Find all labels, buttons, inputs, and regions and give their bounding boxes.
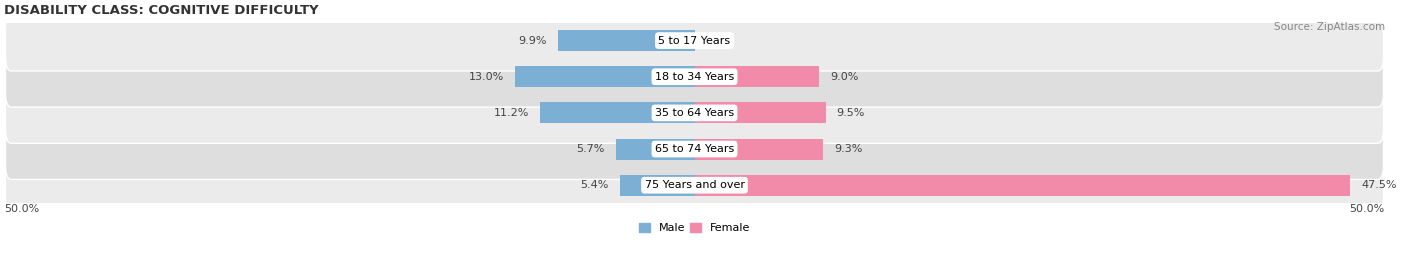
FancyBboxPatch shape (6, 119, 1384, 179)
FancyBboxPatch shape (6, 155, 1384, 215)
FancyBboxPatch shape (6, 46, 1384, 107)
Text: 9.3%: 9.3% (834, 144, 862, 154)
Text: 5.7%: 5.7% (576, 144, 605, 154)
Bar (695, 139, 823, 160)
Bar (540, 102, 695, 123)
Text: 47.5%: 47.5% (1361, 180, 1398, 190)
Bar (620, 175, 695, 196)
Text: 9.0%: 9.0% (830, 72, 858, 82)
Bar (558, 30, 695, 51)
Text: 18 to 34 Years: 18 to 34 Years (655, 72, 734, 82)
Text: 9.5%: 9.5% (837, 108, 865, 118)
Text: 50.0%: 50.0% (4, 204, 39, 214)
Text: 11.2%: 11.2% (494, 108, 529, 118)
Text: 50.0%: 50.0% (1350, 204, 1385, 214)
Text: DISABILITY CLASS: COGNITIVE DIFFICULTY: DISABILITY CLASS: COGNITIVE DIFFICULTY (4, 4, 319, 17)
Text: 5.4%: 5.4% (581, 180, 609, 190)
Bar (616, 139, 695, 160)
Legend: Male, Female: Male, Female (634, 218, 755, 238)
Text: 0.0%: 0.0% (706, 36, 734, 45)
Text: 9.9%: 9.9% (519, 36, 547, 45)
Text: 75 Years and over: 75 Years and over (644, 180, 745, 190)
Text: 13.0%: 13.0% (468, 72, 503, 82)
Text: 5 to 17 Years: 5 to 17 Years (658, 36, 731, 45)
FancyBboxPatch shape (6, 10, 1384, 71)
Text: Source: ZipAtlas.com: Source: ZipAtlas.com (1274, 22, 1385, 31)
FancyBboxPatch shape (6, 83, 1384, 143)
Bar (515, 66, 695, 87)
Text: 65 to 74 Years: 65 to 74 Years (655, 144, 734, 154)
Text: 35 to 64 Years: 35 to 64 Years (655, 108, 734, 118)
Bar (695, 102, 825, 123)
Bar (695, 66, 818, 87)
Bar (695, 175, 1350, 196)
